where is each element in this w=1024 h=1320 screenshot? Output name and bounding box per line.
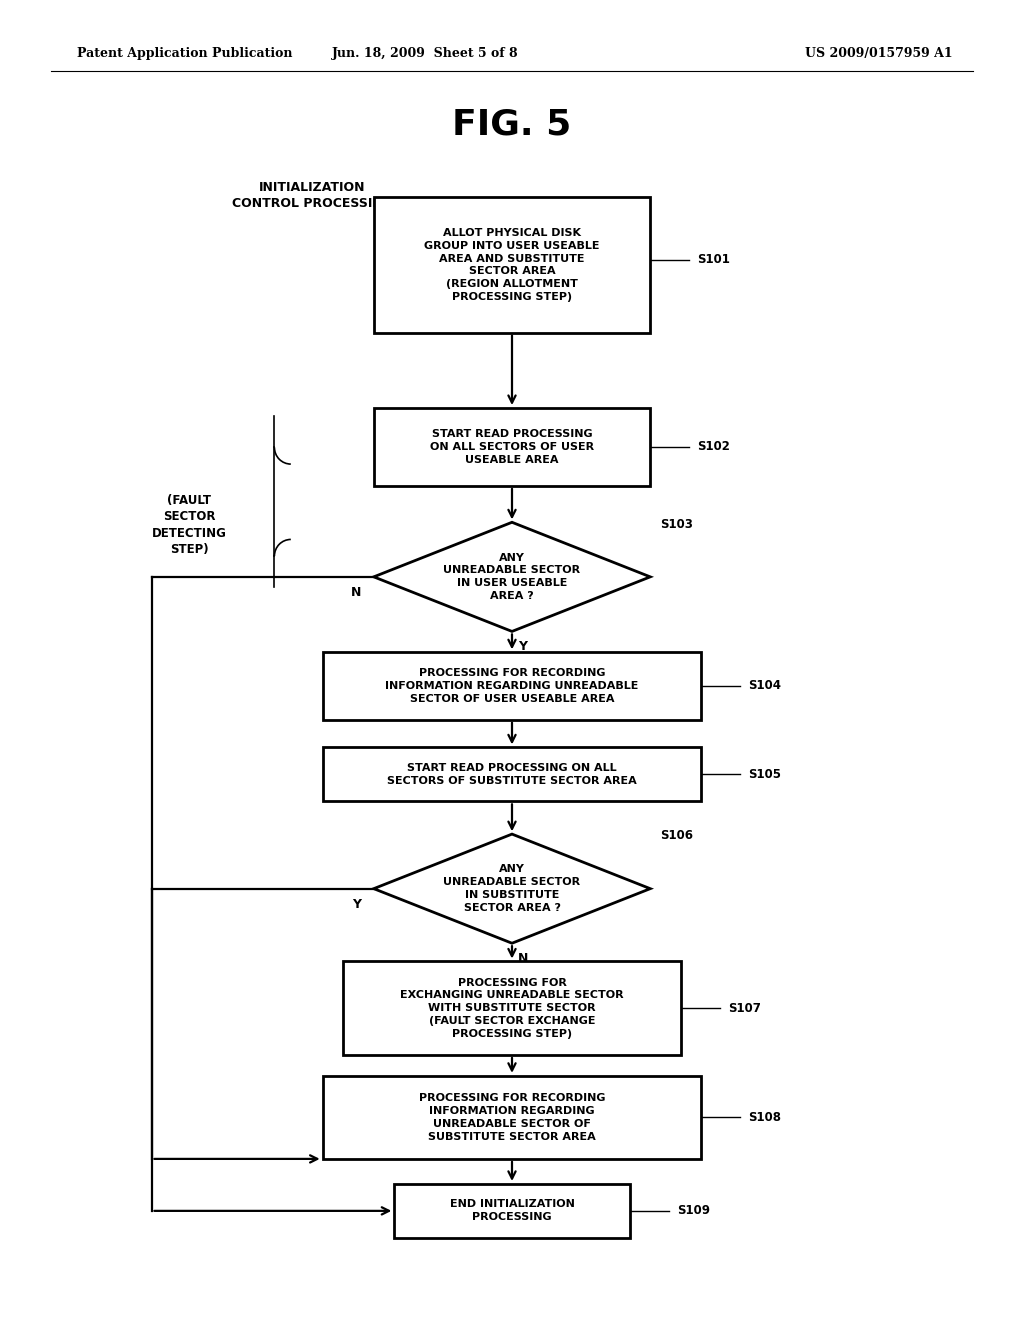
Bar — [323, 1076, 701, 1159]
Text: END INITIALIZATION
PROCESSING: END INITIALIZATION PROCESSING — [450, 1200, 574, 1222]
Bar — [374, 198, 650, 333]
Text: US 2009/0157959 A1: US 2009/0157959 A1 — [805, 46, 952, 59]
Text: ANY
UNREADABLE SECTOR
IN USER USEABLE
AREA ?: ANY UNREADABLE SECTOR IN USER USEABLE AR… — [443, 553, 581, 601]
Bar — [323, 652, 701, 719]
Text: S102: S102 — [697, 441, 730, 454]
Text: S101: S101 — [697, 253, 730, 267]
Text: Jun. 18, 2009  Sheet 5 of 8: Jun. 18, 2009 Sheet 5 of 8 — [332, 46, 518, 59]
Text: START READ PROCESSING ON ALL
SECTORS OF SUBSTITUTE SECTOR AREA: START READ PROCESSING ON ALL SECTORS OF … — [387, 763, 637, 785]
Text: S108: S108 — [749, 1111, 781, 1123]
Polygon shape — [374, 523, 650, 631]
Text: START READ PROCESSING
ON ALL SECTORS OF USER
USEABLE AREA: START READ PROCESSING ON ALL SECTORS OF … — [430, 429, 594, 465]
Text: (FAULT
SECTOR
DETECTING
STEP): (FAULT SECTOR DETECTING STEP) — [152, 494, 227, 556]
Text: S103: S103 — [660, 517, 693, 531]
Text: PROCESSING FOR RECORDING
INFORMATION REGARDING
UNREADABLE SECTOR OF
SUBSTITUTE S: PROCESSING FOR RECORDING INFORMATION REG… — [419, 1093, 605, 1142]
Text: Y: Y — [518, 640, 527, 652]
Bar — [343, 961, 681, 1055]
Bar — [323, 747, 701, 801]
Polygon shape — [374, 834, 650, 944]
Text: PROCESSING FOR RECORDING
INFORMATION REGARDING UNREADABLE
SECTOR OF USER USEABLE: PROCESSING FOR RECORDING INFORMATION REG… — [385, 668, 639, 704]
Text: PROCESSING FOR
EXCHANGING UNREADABLE SECTOR
WITH SUBSTITUTE SECTOR
(FAULT SECTOR: PROCESSING FOR EXCHANGING UNREADABLE SEC… — [400, 978, 624, 1039]
Text: S109: S109 — [677, 1204, 710, 1217]
Text: N: N — [351, 586, 361, 599]
Text: S107: S107 — [728, 1002, 761, 1015]
Text: N: N — [518, 952, 528, 965]
Text: S106: S106 — [660, 829, 693, 842]
Text: S105: S105 — [749, 768, 781, 781]
Text: S104: S104 — [749, 680, 781, 693]
Text: Y: Y — [352, 898, 361, 911]
Text: ANY
UNREADABLE SECTOR
IN SUBSTITUTE
SECTOR AREA ?: ANY UNREADABLE SECTOR IN SUBSTITUTE SECT… — [443, 865, 581, 913]
Text: ALLOT PHYSICAL DISK
GROUP INTO USER USEABLE
AREA AND SUBSTITUTE
SECTOR AREA
(REG: ALLOT PHYSICAL DISK GROUP INTO USER USEA… — [424, 228, 600, 302]
Bar — [374, 408, 650, 486]
Text: Patent Application Publication: Patent Application Publication — [77, 46, 292, 59]
Text: FIG. 5: FIG. 5 — [453, 108, 571, 141]
Text: INITIALIZATION
CONTROL PROCESSING: INITIALIZATION CONTROL PROCESSING — [231, 181, 393, 210]
Bar — [394, 1184, 630, 1238]
